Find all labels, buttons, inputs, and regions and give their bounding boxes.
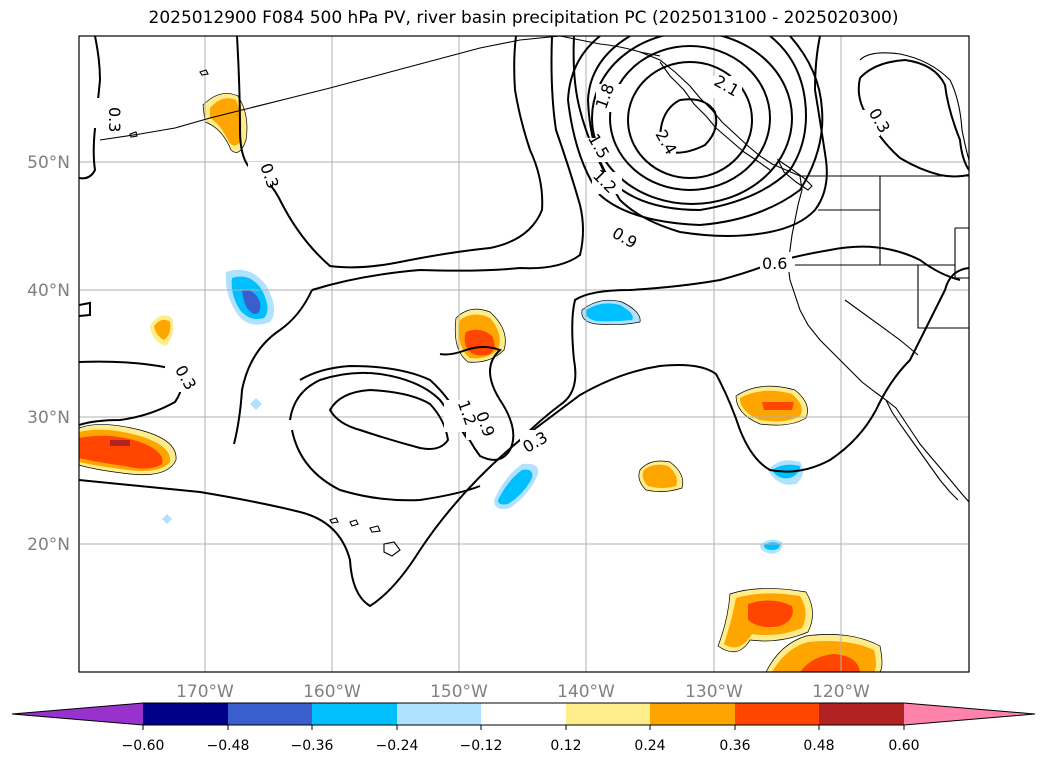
- positive-anomaly-region: [642, 464, 677, 488]
- positive-anomaly-region: [154, 319, 171, 340]
- colorbar-segment: [481, 703, 566, 725]
- positive-anomaly-region: [748, 600, 793, 628]
- latitude-labels: 50°N 40°N 30°N 20°N: [27, 153, 70, 555]
- lat-label: 50°N: [27, 153, 70, 173]
- positive-anomaly-region: [110, 440, 130, 446]
- coastlines: [99, 36, 969, 557]
- lon-label: 170°W: [176, 682, 234, 702]
- lon-label: 120°W: [812, 682, 870, 702]
- colorbar-tick-label: −0.24: [376, 738, 419, 754]
- negative-anomaly-region: [250, 398, 262, 410]
- lon-label: 130°W: [685, 682, 743, 702]
- lat-label: 40°N: [27, 281, 70, 301]
- colorbar: −0.60 −0.48 −0.36 −0.24 −0.12 0.12 0.24 …: [11, 702, 1036, 754]
- colorbar-segment: [143, 703, 228, 725]
- contour-label: 0.6: [762, 254, 787, 273]
- precip-anomaly-fills: [79, 93, 882, 672]
- negative-anomaly-region: [585, 303, 633, 322]
- colorbar-tick-label: 0.12: [550, 738, 581, 754]
- colorbar-tick-label: 0.48: [803, 738, 834, 754]
- contour-label: 0.3: [105, 107, 124, 132]
- lon-label: 140°W: [557, 682, 615, 702]
- colorbar-tick-label: −0.60: [122, 738, 165, 754]
- longitude-labels: 170°W 160°W 150°W 140°W 130°W 120°W: [176, 682, 870, 702]
- colorbar-segment: [228, 703, 312, 725]
- colorbar-segment: [650, 703, 735, 725]
- colorbar-tick-label: 0.24: [634, 738, 665, 754]
- map-title: 2025012900 F084 500 hPa PV, river basin …: [148, 8, 899, 28]
- positive-anomaly-region: [210, 98, 242, 146]
- contour-label-group: 0.3 0.3 0.3 0.3 0.3 0.6 0.9 1.2 1.5 1.8 …: [90, 71, 894, 457]
- colorbar-min-extend: [12, 703, 143, 725]
- lon-label: 150°W: [430, 682, 488, 702]
- colorbar-tick-label: 0.36: [719, 738, 750, 754]
- lon-label: 160°W: [303, 682, 361, 702]
- colorbar-tick-label: −0.12: [460, 738, 503, 754]
- positive-anomaly-region: [800, 654, 860, 672]
- lat-label: 30°N: [27, 408, 70, 428]
- positive-anomaly-region: [762, 402, 794, 410]
- negative-anomaly-region: [498, 469, 533, 505]
- map-frame: [78, 35, 970, 673]
- colorbar-max-extend: [904, 703, 1035, 725]
- positive-anomaly-region: [79, 435, 163, 469]
- negative-anomaly-region: [162, 514, 172, 524]
- colorbar-tick-label: 0.60: [888, 738, 919, 754]
- negative-anomaly-region: [242, 289, 261, 314]
- colorbar-segment: [312, 703, 397, 725]
- colorbar-tick-label: −0.48: [207, 738, 250, 754]
- lat-label: 20°N: [27, 535, 70, 555]
- colorbar-segment: [566, 703, 650, 725]
- colorbar-segment: [819, 703, 904, 725]
- colorbar-segment: [397, 703, 481, 725]
- colorbar-tick-label: −0.36: [291, 738, 334, 754]
- colorbar-segment: [735, 703, 819, 725]
